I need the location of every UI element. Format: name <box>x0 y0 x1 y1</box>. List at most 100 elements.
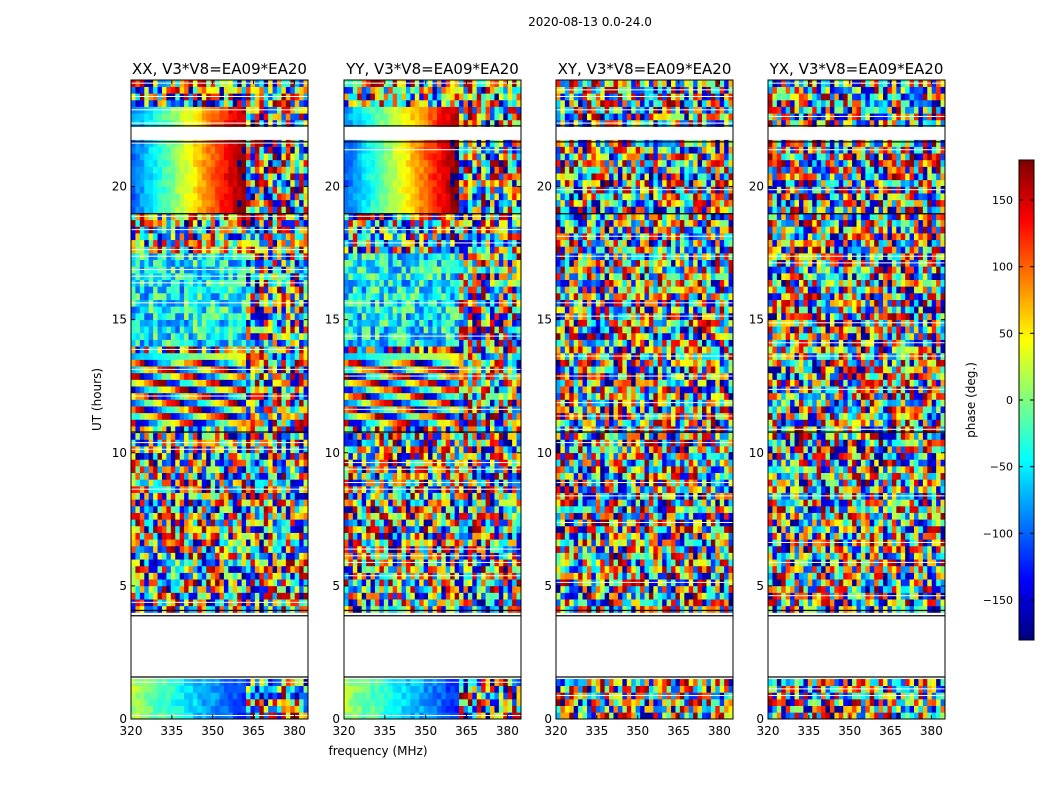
heatmap-cell <box>179 399 185 407</box>
heatmap-cell <box>206 499 211 507</box>
heatmap-cell <box>166 326 172 334</box>
heatmap-cell <box>485 599 491 607</box>
heatmap-cell <box>285 332 291 340</box>
heatmap-cell <box>157 359 163 367</box>
heatmap-cell <box>131 339 136 347</box>
heatmap-cell <box>516 525 522 533</box>
heatmap-cell <box>184 472 189 480</box>
heatmap-cell <box>503 692 509 700</box>
heatmap-cell <box>507 525 513 533</box>
heatmap-cell <box>277 293 282 300</box>
heatmap-cell <box>250 579 256 587</box>
heatmap-cell <box>268 206 273 214</box>
heatmap-cell <box>210 99 216 107</box>
heatmap-cell <box>374 532 380 540</box>
heatmap-cell <box>472 539 478 547</box>
heatmap-cell <box>237 259 242 267</box>
heatmap-cell <box>246 492 251 500</box>
heatmap-cell <box>144 492 149 500</box>
heatmap-cell <box>303 146 309 154</box>
heatmap-cell <box>370 605 376 613</box>
heatmap-cell <box>263 399 269 407</box>
heatmap-cell <box>232 492 238 500</box>
heatmap-cell <box>135 512 141 520</box>
heatmap-cell <box>135 399 141 407</box>
heatmap-cell <box>250 259 256 267</box>
heatmap-cell <box>290 166 296 174</box>
heatmap-cell <box>206 179 211 187</box>
heatmap-cell <box>494 579 500 587</box>
heatmap-cell <box>476 512 482 520</box>
heatmap-cell <box>179 352 185 360</box>
heatmap-cell <box>401 605 407 613</box>
heatmap-cell <box>219 99 225 107</box>
heatmap-cell <box>405 506 411 513</box>
heatmap-cell <box>131 512 136 520</box>
heatmap-cell <box>237 186 242 194</box>
heatmap-cell <box>228 412 234 420</box>
heatmap-cell <box>131 406 136 414</box>
heatmap-cell <box>419 492 424 500</box>
heatmap-cell <box>157 506 163 513</box>
heatmap-cell <box>153 605 158 613</box>
heatmap-cell <box>423 492 429 500</box>
heatmap-cell <box>494 412 500 420</box>
heatmap-cell <box>285 539 291 547</box>
heatmap-cell <box>184 559 189 567</box>
heatmap-cell <box>153 685 158 693</box>
heatmap-cell <box>166 559 172 567</box>
heatmap-cell <box>246 326 251 334</box>
heatmap-cell <box>344 705 349 713</box>
heatmap-cell <box>281 472 287 480</box>
heatmap-cell <box>428 499 433 507</box>
heatmap-cell <box>436 472 442 480</box>
heatmap-cell <box>170 206 176 214</box>
heatmap-cell <box>144 239 149 247</box>
heatmap-cell <box>254 146 260 154</box>
heatmap-cell <box>135 466 141 474</box>
heatmap-cell <box>423 439 429 447</box>
heatmap-cell <box>268 233 273 241</box>
heatmap-cell <box>432 399 438 407</box>
heatmap-cell <box>228 692 234 700</box>
heatmap-cell <box>131 692 136 700</box>
heatmap-cell <box>144 685 149 693</box>
gap-edge-line <box>131 141 308 143</box>
heatmap-cell <box>294 233 300 241</box>
heatmap-cell <box>281 499 287 507</box>
heatmap-cell <box>157 592 163 600</box>
heatmap-cell <box>432 392 438 400</box>
heatmap-cell <box>294 326 300 334</box>
heatmap-cell <box>263 692 269 700</box>
heatmap-cell <box>131 525 136 533</box>
heatmap-cell <box>467 392 473 400</box>
heatmap-cell <box>299 199 304 207</box>
heatmap-cell <box>503 506 509 513</box>
heatmap-cell <box>277 532 282 540</box>
heatmap-cell <box>272 146 278 154</box>
heatmap-cell <box>490 519 495 527</box>
heatmap-cell <box>277 113 282 121</box>
heatmap-cell <box>206 159 211 167</box>
heatmap-cell <box>135 293 141 300</box>
heatmap-cell <box>201 86 207 94</box>
heatmap-cell <box>401 592 407 600</box>
heatmap-cell <box>131 579 136 587</box>
heatmap-cell <box>166 386 172 394</box>
heatmap-cell <box>277 312 282 320</box>
heatmap-cell <box>410 685 416 693</box>
heatmap-cell <box>148 399 154 407</box>
heatmap-cell <box>259 233 265 241</box>
heatmap-cell <box>184 199 189 207</box>
heatmap-cell <box>423 532 429 540</box>
heatmap-cell <box>201 286 207 294</box>
heatmap-cell <box>405 599 411 607</box>
heatmap-cell <box>490 446 495 454</box>
heatmap-cell <box>148 319 154 327</box>
heatmap-cell <box>215 579 220 587</box>
heatmap-cell <box>401 539 407 547</box>
heatmap-cell <box>268 426 273 434</box>
heatmap-cell <box>188 233 194 241</box>
heatmap-cell <box>344 585 349 593</box>
heatmap-cell <box>135 419 141 427</box>
